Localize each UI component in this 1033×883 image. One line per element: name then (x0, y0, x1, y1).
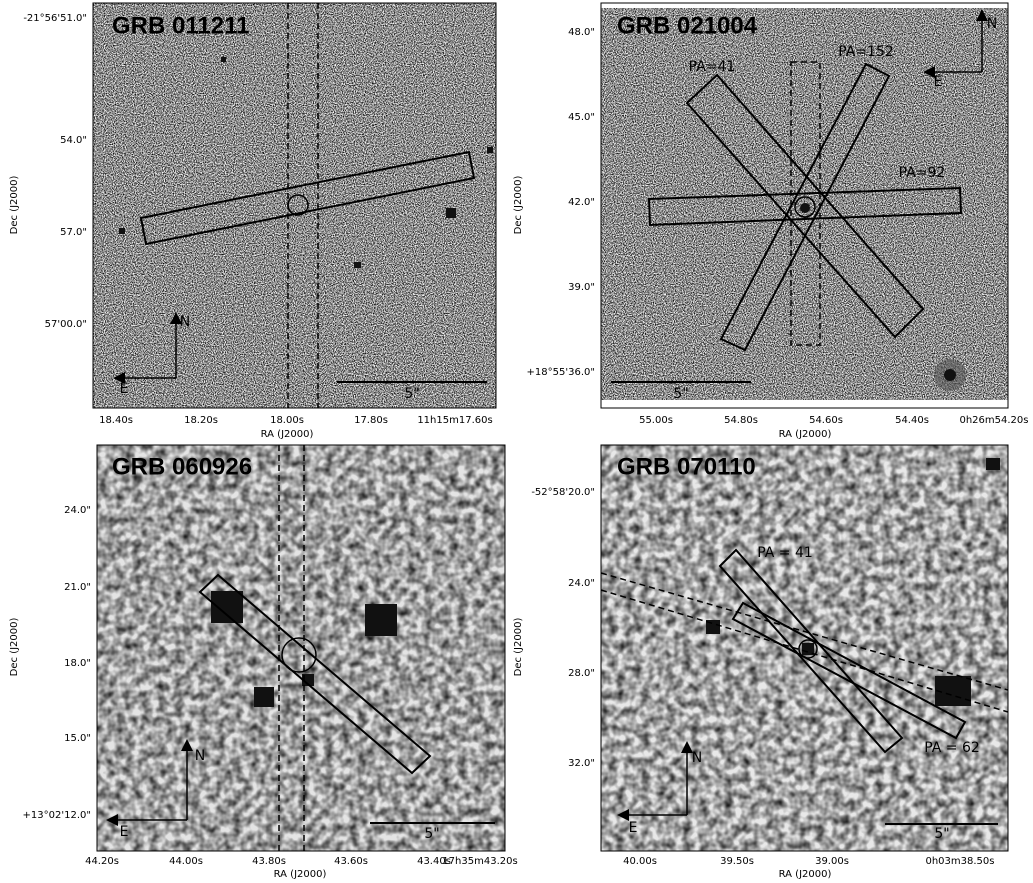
x-tick-label: 54.60s (809, 415, 843, 426)
y-tick-label: +13°02'12.0" (23, 810, 91, 821)
y-tick-label: +18°55'36.0" (527, 367, 595, 378)
error-circle (281, 637, 317, 673)
x-tick-label: 43.60s (334, 856, 368, 867)
x-tick-label: 39.50s (720, 856, 754, 867)
error-circle (798, 639, 818, 659)
x-tick-label: 17.80s (354, 415, 388, 426)
y-tick-label: 48.0" (568, 27, 595, 38)
pa-label: PA=152 (838, 44, 894, 60)
scale-label: 5" (934, 826, 949, 842)
x-tick-label: 44.00s (169, 856, 203, 867)
dashed-line (600, 572, 1009, 691)
frame (96, 444, 506, 852)
y-tick-label: 57.0" (60, 227, 87, 238)
sources (211, 591, 397, 707)
x-tick-label: 0h26m54.20s (959, 415, 1028, 426)
slit (198, 573, 432, 775)
y-axis-label: Dec (J2000) (513, 618, 524, 677)
y-tick-label: 21.0" (64, 582, 91, 593)
y-tick-label: 18.0" (64, 658, 91, 669)
error-circle (287, 194, 309, 216)
north-label: N (987, 16, 997, 32)
dashed-slit (790, 61, 821, 346)
panel (600, 444, 1009, 852)
y-tick-label: 42.0" (568, 197, 595, 208)
sources (706, 458, 1000, 706)
panel-title: GRB 070110 (617, 453, 756, 480)
x-tick-label: 0h03m38.50s (925, 856, 994, 867)
y-axis-label: Dec (J2000) (9, 618, 20, 677)
y-tick-label: 54.0" (60, 135, 87, 146)
source (800, 203, 810, 213)
east-label: E (120, 824, 129, 840)
east-label: E (120, 381, 129, 397)
pa-label: PA=41 (689, 59, 736, 75)
east-label: E (629, 820, 638, 836)
slit (731, 601, 967, 740)
frame (600, 2, 1009, 409)
panel (92, 2, 497, 409)
y-tick-label: 45.0" (568, 112, 595, 123)
north-label: N (692, 750, 702, 766)
scale-label: 5" (424, 826, 439, 842)
x-axis-label: RA (J2000) (779, 869, 832, 880)
east-label: E (934, 74, 943, 90)
panel-title: GRB 011211 (112, 12, 249, 39)
y-tick-label: 57'00.0" (45, 319, 87, 330)
scale-label: 5" (673, 386, 688, 402)
error-circle (794, 196, 816, 218)
x-axis-label: RA (J2000) (779, 429, 832, 440)
scale-label: 5" (404, 386, 419, 402)
x-tick-label: 43.80s (252, 856, 286, 867)
x-tick-label: 54.40s (895, 415, 929, 426)
x-axis-label: RA (J2000) (261, 429, 314, 440)
slit (719, 62, 891, 352)
x-tick-label: 39.00s (815, 856, 849, 867)
dashed-line (600, 589, 1009, 713)
y-tick-label: 39.0" (568, 282, 595, 293)
frame (600, 444, 1009, 852)
source (944, 369, 956, 381)
x-tick-label: 40.00s (623, 856, 657, 867)
y-tick-label: 24.0" (64, 505, 91, 516)
north-label: N (180, 314, 190, 330)
panel-title: GRB 021004 (617, 12, 758, 39)
y-tick-label: 32.0" (568, 758, 595, 769)
x-tick-label: 18.00s (270, 415, 304, 426)
y-axis-label: Dec (J2000) (513, 176, 524, 235)
x-tick-label: 18.20s (184, 415, 218, 426)
slit (718, 548, 904, 754)
slit (647, 186, 963, 227)
pa-label: PA = 41 (757, 545, 813, 561)
panel-title: GRB 060926 (112, 453, 252, 480)
pa-label: PA = 62 (924, 740, 980, 756)
x-tick-label: 55.00s (639, 415, 673, 426)
image-noise (93, 3, 496, 408)
x-tick-label: 44.20s (85, 856, 119, 867)
panel (600, 2, 1009, 409)
y-axis-label: Dec (J2000) (9, 176, 20, 235)
x-tick-label: 18.40s (99, 415, 133, 426)
sources (119, 57, 493, 268)
x-tick-label: 43.40s (417, 856, 451, 867)
north-label: N (195, 748, 205, 764)
pa-label: PA=92 (899, 165, 946, 181)
y-tick-label: 24.0" (568, 578, 595, 589)
y-tick-label: 28.0" (568, 668, 595, 679)
y-tick-label: 15.0" (64, 733, 91, 744)
x-tick-label: 11h15m17.60s (417, 415, 492, 426)
x-axis-label: RA (J2000) (274, 869, 327, 880)
image-noise (97, 445, 505, 851)
frame (92, 2, 497, 409)
panel (96, 444, 506, 852)
y-tick-label: -21°56'51.0" (23, 13, 87, 24)
slit (139, 150, 476, 246)
slit (685, 73, 925, 339)
x-tick-label: 54.80s (724, 415, 758, 426)
y-tick-label: -52°58'20.0" (531, 487, 595, 498)
x-tick-label: 17h35m43.20s (442, 856, 517, 867)
